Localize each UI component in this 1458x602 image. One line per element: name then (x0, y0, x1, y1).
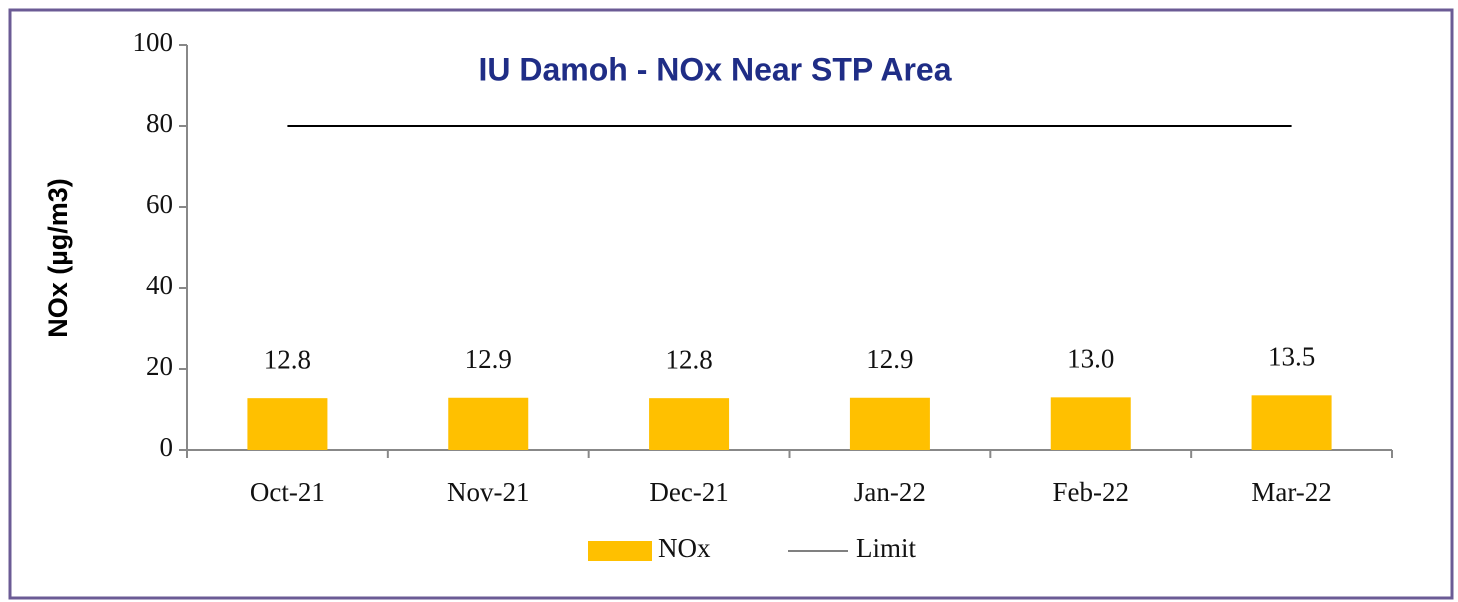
data-label: 12.9 (866, 344, 913, 374)
frame (8, 8, 1454, 600)
legend-swatch (588, 541, 652, 561)
bar (649, 398, 730, 450)
x-tick-label: Jan-22 (854, 477, 926, 507)
bar (448, 397, 529, 450)
bar (1050, 397, 1131, 450)
x-tick-label: Feb-22 (1053, 477, 1130, 507)
x-tick-label: Oct-21 (250, 477, 325, 507)
y-tick-label: 0 (160, 432, 174, 462)
data-label: 12.8 (264, 344, 311, 374)
data-label: 13.5 (1268, 342, 1315, 372)
y-axis-label: NOx (µg/m3) (43, 178, 73, 338)
y-tick-label: 100 (133, 27, 174, 57)
x-tick-label: Mar-22 (1251, 477, 1331, 507)
bar (1251, 395, 1332, 450)
data-label: 12.8 (665, 344, 712, 374)
y-tick-label: 60 (146, 189, 173, 219)
legend-label: NOx (658, 533, 711, 563)
legend-label: Limit (856, 533, 916, 563)
x-tick-label: Nov-21 (447, 477, 530, 507)
y-tick-label: 40 (146, 270, 173, 300)
y-tick-label: 20 (146, 351, 173, 381)
chart-title: IU Damoh - NOx Near STP Area (478, 51, 951, 87)
y-tick-label: 80 (146, 108, 173, 138)
bar (849, 397, 930, 450)
data-label: 12.9 (465, 344, 512, 374)
x-tick-label: Dec-21 (649, 477, 728, 507)
bar (247, 398, 328, 450)
data-label: 13.0 (1067, 344, 1114, 374)
